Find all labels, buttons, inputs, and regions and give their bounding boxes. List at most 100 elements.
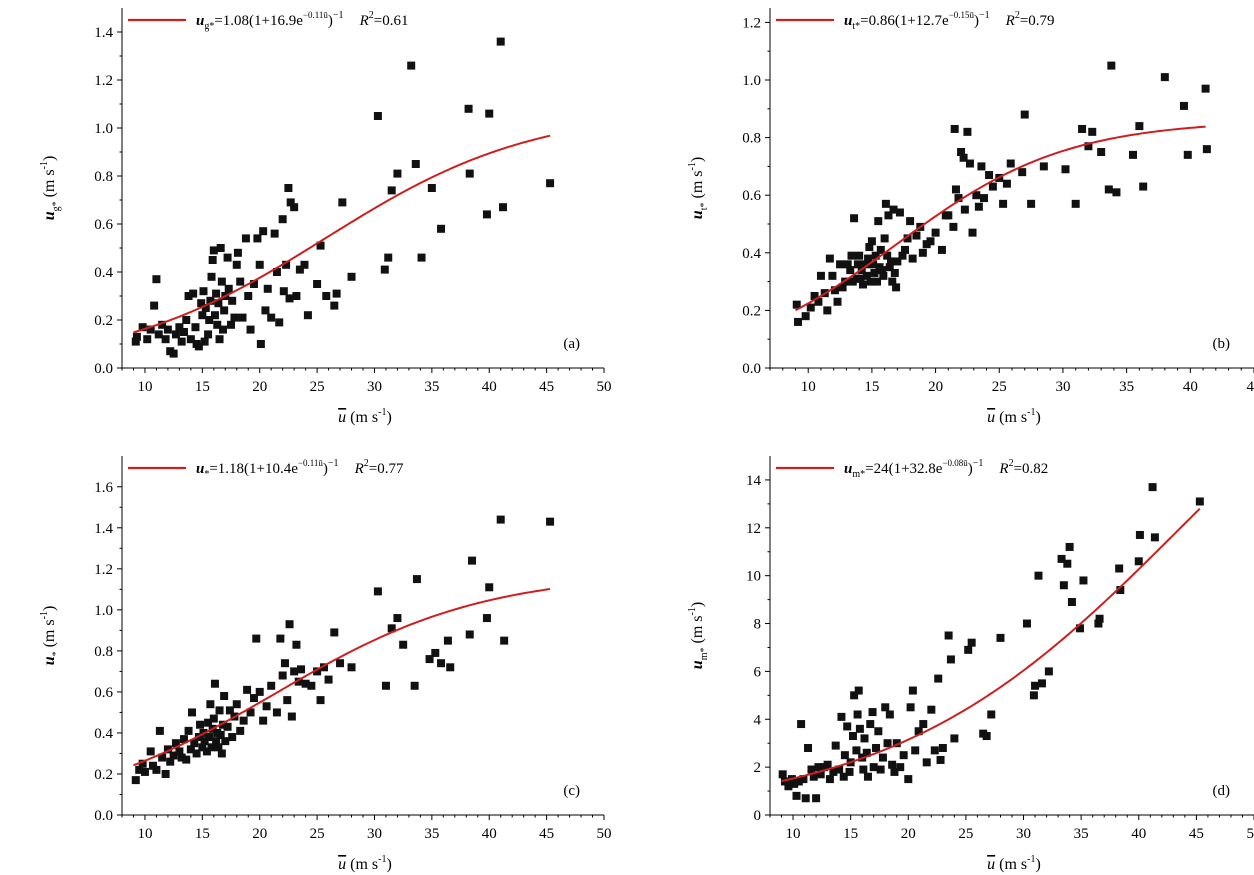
data-point [912, 231, 921, 240]
data-point [184, 726, 193, 735]
data-point [872, 277, 881, 286]
data-point [1037, 679, 1046, 688]
legend-r2-label: R [354, 461, 364, 477]
x-tick-label: 10 [137, 826, 152, 842]
fit-curve [133, 134, 551, 334]
data-point [215, 706, 224, 715]
x-tick-label: 10 [801, 379, 816, 395]
data-point [892, 283, 901, 292]
data-point [1116, 586, 1125, 595]
data-point [191, 323, 200, 332]
data-point [780, 777, 789, 786]
data-point [868, 708, 877, 717]
data-point [1022, 619, 1031, 628]
data-point [906, 217, 915, 226]
data-point [838, 283, 847, 292]
data-point [161, 769, 170, 778]
data-point [427, 184, 436, 192]
data-point [207, 272, 216, 281]
data-point [872, 743, 881, 752]
data-point [862, 271, 871, 280]
data-point [232, 700, 241, 709]
data-point [957, 148, 966, 156]
data-point [249, 694, 258, 703]
data-point [189, 289, 198, 298]
data-point [301, 679, 310, 688]
data-point [285, 620, 294, 629]
data-point [210, 311, 219, 320]
data-point [898, 251, 907, 260]
y-tick-label: 8 [754, 617, 762, 633]
y-tick-label: 0.4 [94, 726, 113, 742]
data-point [1084, 142, 1093, 151]
data-point [287, 712, 296, 721]
y-axis-unit-exponent: -1 [687, 162, 698, 170]
y-tick-label: 1.0 [742, 73, 761, 89]
y-axis-unit-close: ) [41, 606, 58, 611]
data-point [869, 260, 878, 269]
data-point [804, 743, 813, 752]
y-tick-label: 0 [754, 808, 762, 824]
data-point [996, 633, 1005, 642]
y-axis-unit-exponent: -1 [687, 607, 698, 615]
data-point [987, 710, 996, 719]
data-point [950, 124, 959, 133]
x-tick-label: 50 [597, 379, 612, 395]
data-point [182, 316, 191, 324]
data-point [255, 260, 264, 269]
data-point [1027, 199, 1036, 208]
y-tick-label: 6 [754, 664, 762, 680]
legend-symbol: u [844, 13, 852, 29]
data-point [152, 765, 161, 774]
data-point [184, 292, 193, 300]
x-tick-label: 35 [424, 379, 439, 395]
y-axis-unit-close: ) [689, 157, 706, 162]
data-point [417, 253, 426, 262]
x-tick-label: 40 [1131, 826, 1146, 842]
data-point [959, 153, 968, 162]
legend-equation-close: ) [968, 461, 973, 477]
data-point [259, 227, 268, 236]
y-tick-label: 1.2 [742, 15, 761, 31]
data-point [171, 739, 180, 748]
data-point [179, 328, 188, 336]
panel-label: (d) [1213, 783, 1231, 799]
legend-r2-exponent: 2 [1015, 10, 1020, 21]
x-tick-label: 40 [1183, 379, 1198, 395]
data-point [938, 743, 947, 752]
data-point [313, 280, 322, 288]
data-point [840, 751, 849, 760]
data-point [784, 782, 793, 791]
data-point [903, 234, 912, 243]
data-point [332, 289, 341, 298]
data-point [276, 634, 285, 643]
legend-r2-value: =0.77 [369, 461, 404, 477]
x-axis-variable: u [338, 856, 346, 873]
data-point [295, 265, 304, 274]
data-point [546, 517, 555, 526]
y-axis-label: u* (m s-1) [39, 606, 62, 666]
x-tick-label: 20 [252, 379, 267, 395]
data-point [830, 286, 839, 295]
data-point [207, 743, 216, 752]
data-point [1202, 145, 1211, 154]
data-point [889, 205, 898, 214]
data-point [1115, 564, 1124, 573]
x-axis-unit-exponent: -1 [378, 407, 386, 418]
y-tick-label: 0.6 [94, 217, 113, 233]
legend-equation-main: =1.08(1+16.9e [214, 13, 303, 29]
data-point [284, 184, 293, 192]
y-axis-unit: (m s [41, 169, 58, 201]
data-point [850, 214, 859, 223]
data-point [380, 265, 389, 274]
data-point [874, 217, 883, 226]
panel-d: 10152025303540455002468101214u (m s-1)um… [687, 456, 1254, 873]
data-point [412, 575, 421, 584]
data-point [853, 710, 862, 719]
data-point [828, 271, 837, 280]
data-point [202, 747, 211, 756]
data-point [879, 271, 888, 280]
data-point [286, 198, 295, 207]
data-point [885, 710, 894, 719]
